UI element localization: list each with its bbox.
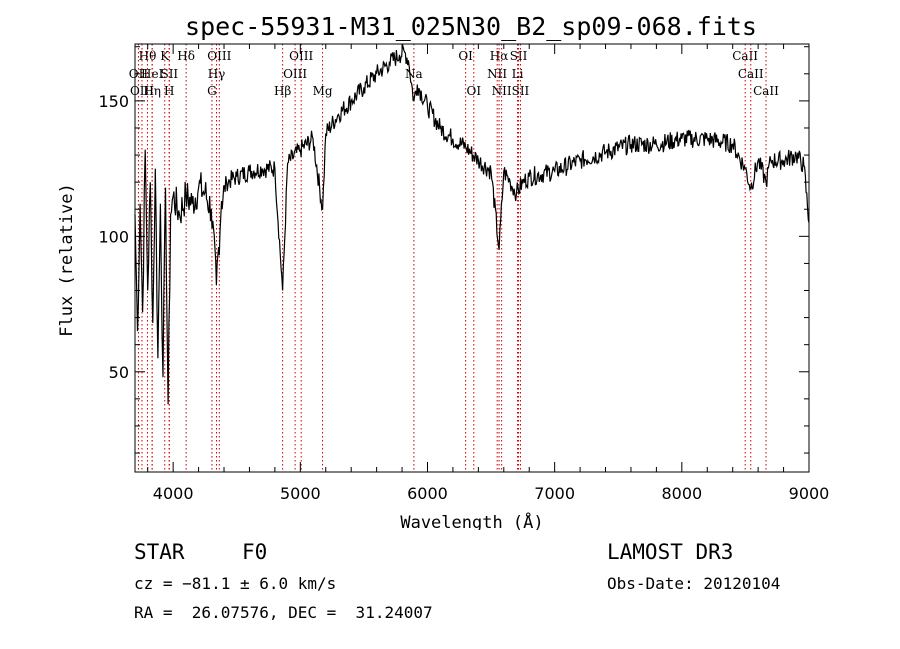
chart-title: spec-55931-M31_025N30_B2_sp09-068.fits bbox=[185, 12, 757, 41]
spectral-line-label: Hγ bbox=[208, 67, 226, 81]
x-axis-label: Wavelength (Å) bbox=[400, 511, 543, 530]
spectral-line-label: HeI bbox=[141, 67, 164, 81]
spectral-line-label: OI bbox=[466, 84, 481, 98]
x-tick-label: 8000 bbox=[661, 484, 702, 503]
survey-name: LAMOST DR3 bbox=[607, 540, 734, 564]
spectrum-chart: spec-55931-M31_025N30_B2_sp09-068.fits H… bbox=[57, 12, 829, 530]
y-tick-label: 100 bbox=[98, 227, 129, 246]
spectral-line-label: Hθ bbox=[139, 49, 157, 63]
spectral-line-label: SII bbox=[512, 84, 530, 98]
spectrum-line bbox=[134, 44, 810, 405]
spectral-line-label: SII bbox=[510, 49, 528, 63]
spectral-line-label: OIII bbox=[283, 67, 307, 81]
coordinates: RA = 26.07576, DEC = 31.24007 bbox=[134, 603, 433, 622]
spectral-line-label: Mg bbox=[313, 84, 333, 98]
y-axis-label: Flux (relative) bbox=[57, 183, 77, 337]
axis-ticks: 4000 5000 6000 7000 8000 9000 50 100 150 bbox=[98, 44, 829, 503]
spectral-line-label: Hα bbox=[490, 49, 509, 63]
x-tick-label: 6000 bbox=[407, 484, 448, 503]
spectral-line-label: SII bbox=[160, 67, 178, 81]
spectral-line-label: OIII bbox=[207, 49, 231, 63]
spectral-line-label: OI bbox=[458, 49, 473, 63]
spectral-line-label: Na bbox=[405, 67, 423, 81]
spectral-line-label: CaII bbox=[753, 84, 779, 98]
x-tick-label: 5000 bbox=[280, 484, 321, 503]
plot-frame bbox=[134, 43, 810, 473]
spectral-line-label: NII bbox=[487, 67, 507, 81]
y-tick-label: 150 bbox=[98, 92, 129, 111]
spectral-line-label: CaII bbox=[738, 67, 764, 81]
x-tick-label: 9000 bbox=[789, 484, 830, 503]
y-tick-label: 50 bbox=[109, 363, 129, 382]
spectral-line-label: NII bbox=[492, 84, 512, 98]
x-tick-label: 7000 bbox=[534, 484, 575, 503]
x-tick-label: 4000 bbox=[153, 484, 194, 503]
spectral-line-label: Hβ bbox=[274, 84, 291, 98]
radial-velocity: cz = −81.1 ± 6.0 km/s bbox=[134, 574, 337, 593]
observation-date: Obs-Date: 20120104 bbox=[607, 574, 781, 593]
spectral-line-label: K bbox=[160, 49, 170, 63]
spectral-line-label: Hδ bbox=[177, 49, 195, 63]
spectral-line-label: G bbox=[207, 84, 217, 98]
spectral-subclass: F0 bbox=[242, 540, 268, 564]
spectral-line-label: OIII bbox=[130, 84, 154, 98]
object-class: STAR bbox=[134, 540, 185, 564]
spectral-line-label: Li bbox=[512, 67, 524, 81]
spectral-line-label: Hη bbox=[143, 84, 161, 98]
spectral-line-label: CaII bbox=[732, 49, 758, 63]
spectral-line-label: H bbox=[164, 84, 174, 98]
spectral-line-label: OIII bbox=[289, 49, 313, 63]
